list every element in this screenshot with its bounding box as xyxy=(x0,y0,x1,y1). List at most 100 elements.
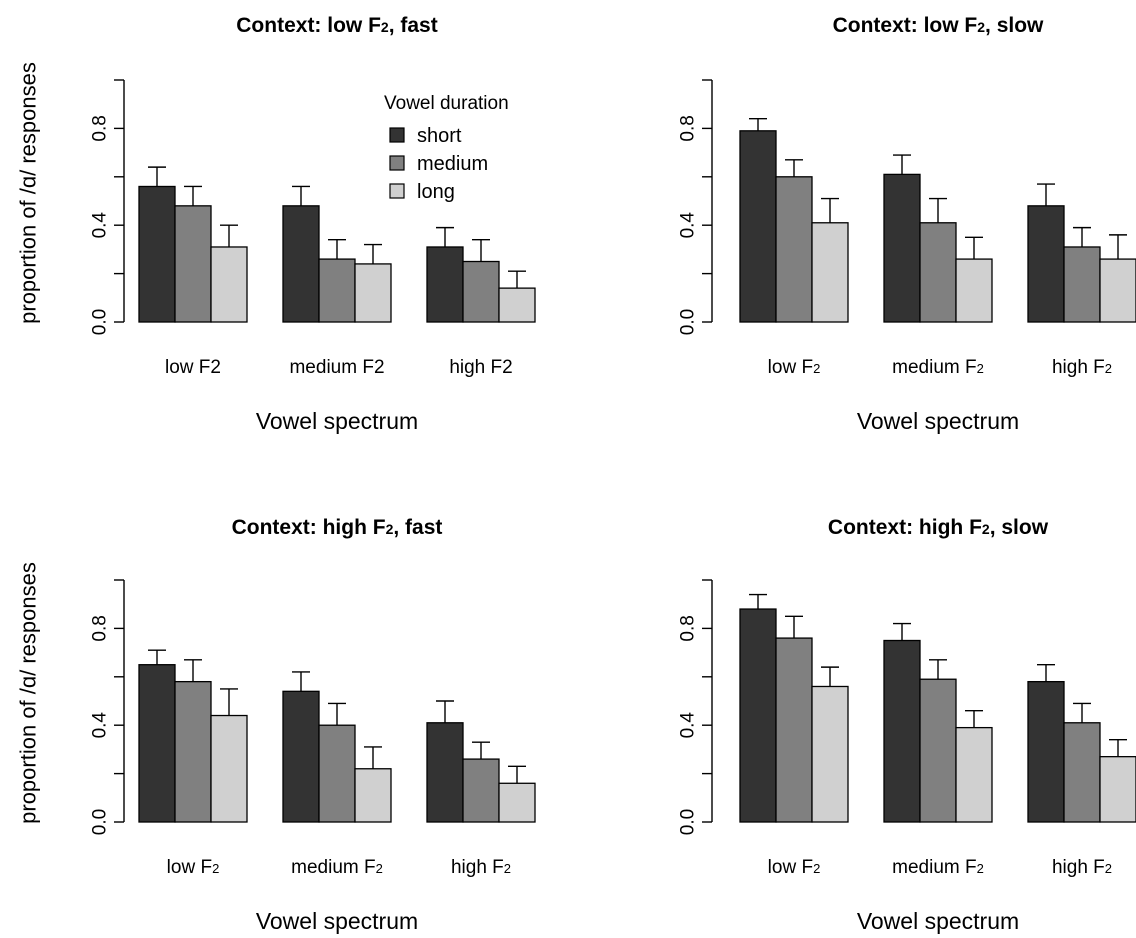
bar-long-3 xyxy=(1099,258,1136,323)
legend-label-short: short xyxy=(417,125,462,147)
y-tick-label: 0.0 xyxy=(678,309,699,335)
bar-medium-1 xyxy=(775,637,813,823)
title-subscript: 2 xyxy=(386,521,394,537)
legend-swatch-long xyxy=(389,183,405,199)
chart-title: Context: low F2, fast xyxy=(236,14,437,37)
bar-long-3 xyxy=(1099,756,1136,823)
y-axis-label: proportion of /ɑ/ responses xyxy=(16,562,41,824)
chart-title: Context: high F2, slow xyxy=(828,516,1049,539)
x-category-label: high F2 xyxy=(1052,857,1112,878)
bar-medium-3 xyxy=(462,758,500,823)
category-subscript: 2 xyxy=(376,861,383,876)
bar-long-2 xyxy=(955,726,993,823)
bar-long-2 xyxy=(955,258,993,323)
y-tick-label: 0.4 xyxy=(90,212,111,239)
bar-medium-2 xyxy=(318,724,356,823)
title-subscript: 2 xyxy=(381,19,389,35)
bar-long-1 xyxy=(210,714,248,823)
category-text: high F xyxy=(1052,357,1105,378)
title-text-end: , fast xyxy=(389,14,438,37)
chart-panel-1: Context: low F2, fast 0.0 0.4 0.8 proportion… xyxy=(16,14,536,434)
bar-medium-2 xyxy=(919,678,957,823)
title-subscript: 2 xyxy=(982,521,990,537)
y-tick-label: 0.8 xyxy=(90,115,111,141)
y-tick-label: 0.8 xyxy=(90,615,111,641)
bar-short-1 xyxy=(138,185,176,323)
x-category-label: high F2 xyxy=(1052,357,1112,378)
chart-title: Context: high F2, fast xyxy=(232,516,443,539)
bar-short-3 xyxy=(426,246,464,323)
y-tick-label: 0.0 xyxy=(90,809,111,835)
category-subscript: 2 xyxy=(977,361,984,376)
category-text: low F xyxy=(167,857,212,878)
category-subscript: 2 xyxy=(504,861,511,876)
bar-short-1 xyxy=(739,608,777,823)
bar-long-1 xyxy=(210,246,248,323)
category-text: high F2 xyxy=(449,357,512,378)
category-text: medium F xyxy=(892,357,976,378)
title-text-end: , fast xyxy=(393,516,442,539)
legend-swatch-short xyxy=(389,127,405,143)
x-category-label: high F2 xyxy=(449,357,512,378)
bar-medium-1 xyxy=(775,176,813,323)
bar-medium-3 xyxy=(462,260,500,323)
bar-short-2 xyxy=(282,690,320,823)
bar-long-2 xyxy=(354,263,392,323)
x-category-label: low F2 xyxy=(167,857,220,878)
y-tick-label: 0.4 xyxy=(678,712,699,739)
bar-long-2 xyxy=(354,768,392,823)
category-subscript: 2 xyxy=(813,361,820,376)
category-text: low F2 xyxy=(165,357,221,378)
bar-short-3 xyxy=(426,722,464,823)
bar-medium-1 xyxy=(174,205,212,323)
x-axis-label: Vowel spectrum xyxy=(857,908,1019,934)
bar-short-1 xyxy=(739,130,777,323)
x-category-label: medium F2 xyxy=(892,357,984,378)
y-tick-label: 0.0 xyxy=(90,309,111,335)
bar-short-2 xyxy=(883,639,921,823)
category-text: low F xyxy=(768,357,813,378)
bar-medium-2 xyxy=(919,222,957,323)
x-axis-label: Vowel spectrum xyxy=(857,408,1019,434)
y-tick-label: 0.8 xyxy=(678,115,699,141)
title-text: Context: low F xyxy=(236,14,381,37)
category-text: medium F xyxy=(892,857,976,878)
bar-long-3 xyxy=(498,287,536,323)
y-tick-label: 0.4 xyxy=(90,712,111,739)
legend-label-long: long xyxy=(417,181,455,203)
x-category-label: medium F2 xyxy=(291,857,383,878)
x-axis-label: Vowel spectrum xyxy=(256,908,418,934)
bar-short-2 xyxy=(282,205,320,323)
legend-title: Vowel duration xyxy=(384,93,509,114)
category-subscript: 2 xyxy=(1105,361,1112,376)
bar-medium-3 xyxy=(1063,722,1101,823)
bar-short-2 xyxy=(883,173,921,323)
title-text: Context: high F xyxy=(232,516,386,539)
bar-short-1 xyxy=(138,664,176,823)
y-tick-label: 0.0 xyxy=(678,809,699,835)
category-subscript: 2 xyxy=(813,861,820,876)
category-subscript: 2 xyxy=(1105,861,1112,876)
legend-label-medium: medium xyxy=(417,153,488,175)
x-category-label: high F2 xyxy=(451,857,511,878)
x-category-label: low F2 xyxy=(165,357,221,378)
category-text: high F xyxy=(1052,857,1105,878)
category-text: high F xyxy=(451,857,504,878)
x-category-label: medium F2 xyxy=(289,357,384,378)
category-text: medium F2 xyxy=(289,357,384,378)
bar-medium-3 xyxy=(1063,246,1101,323)
y-tick-label: 0.8 xyxy=(678,615,699,641)
title-subscript: 2 xyxy=(977,19,985,35)
bar-long-3 xyxy=(498,782,536,823)
title-text: Context: low F xyxy=(833,14,978,37)
x-category-label: medium F2 xyxy=(892,857,984,878)
bar-long-1 xyxy=(811,685,849,823)
chart-panel-3: Context: high F2, fast0.00.40.8proportio… xyxy=(16,516,536,934)
bar-medium-2 xyxy=(318,258,356,323)
category-text: low F xyxy=(768,857,813,878)
x-axis-label: Vowel spectrum xyxy=(256,408,418,434)
x-category-label: low F2 xyxy=(768,357,821,378)
legend: Vowel duration short medium long xyxy=(384,93,509,203)
